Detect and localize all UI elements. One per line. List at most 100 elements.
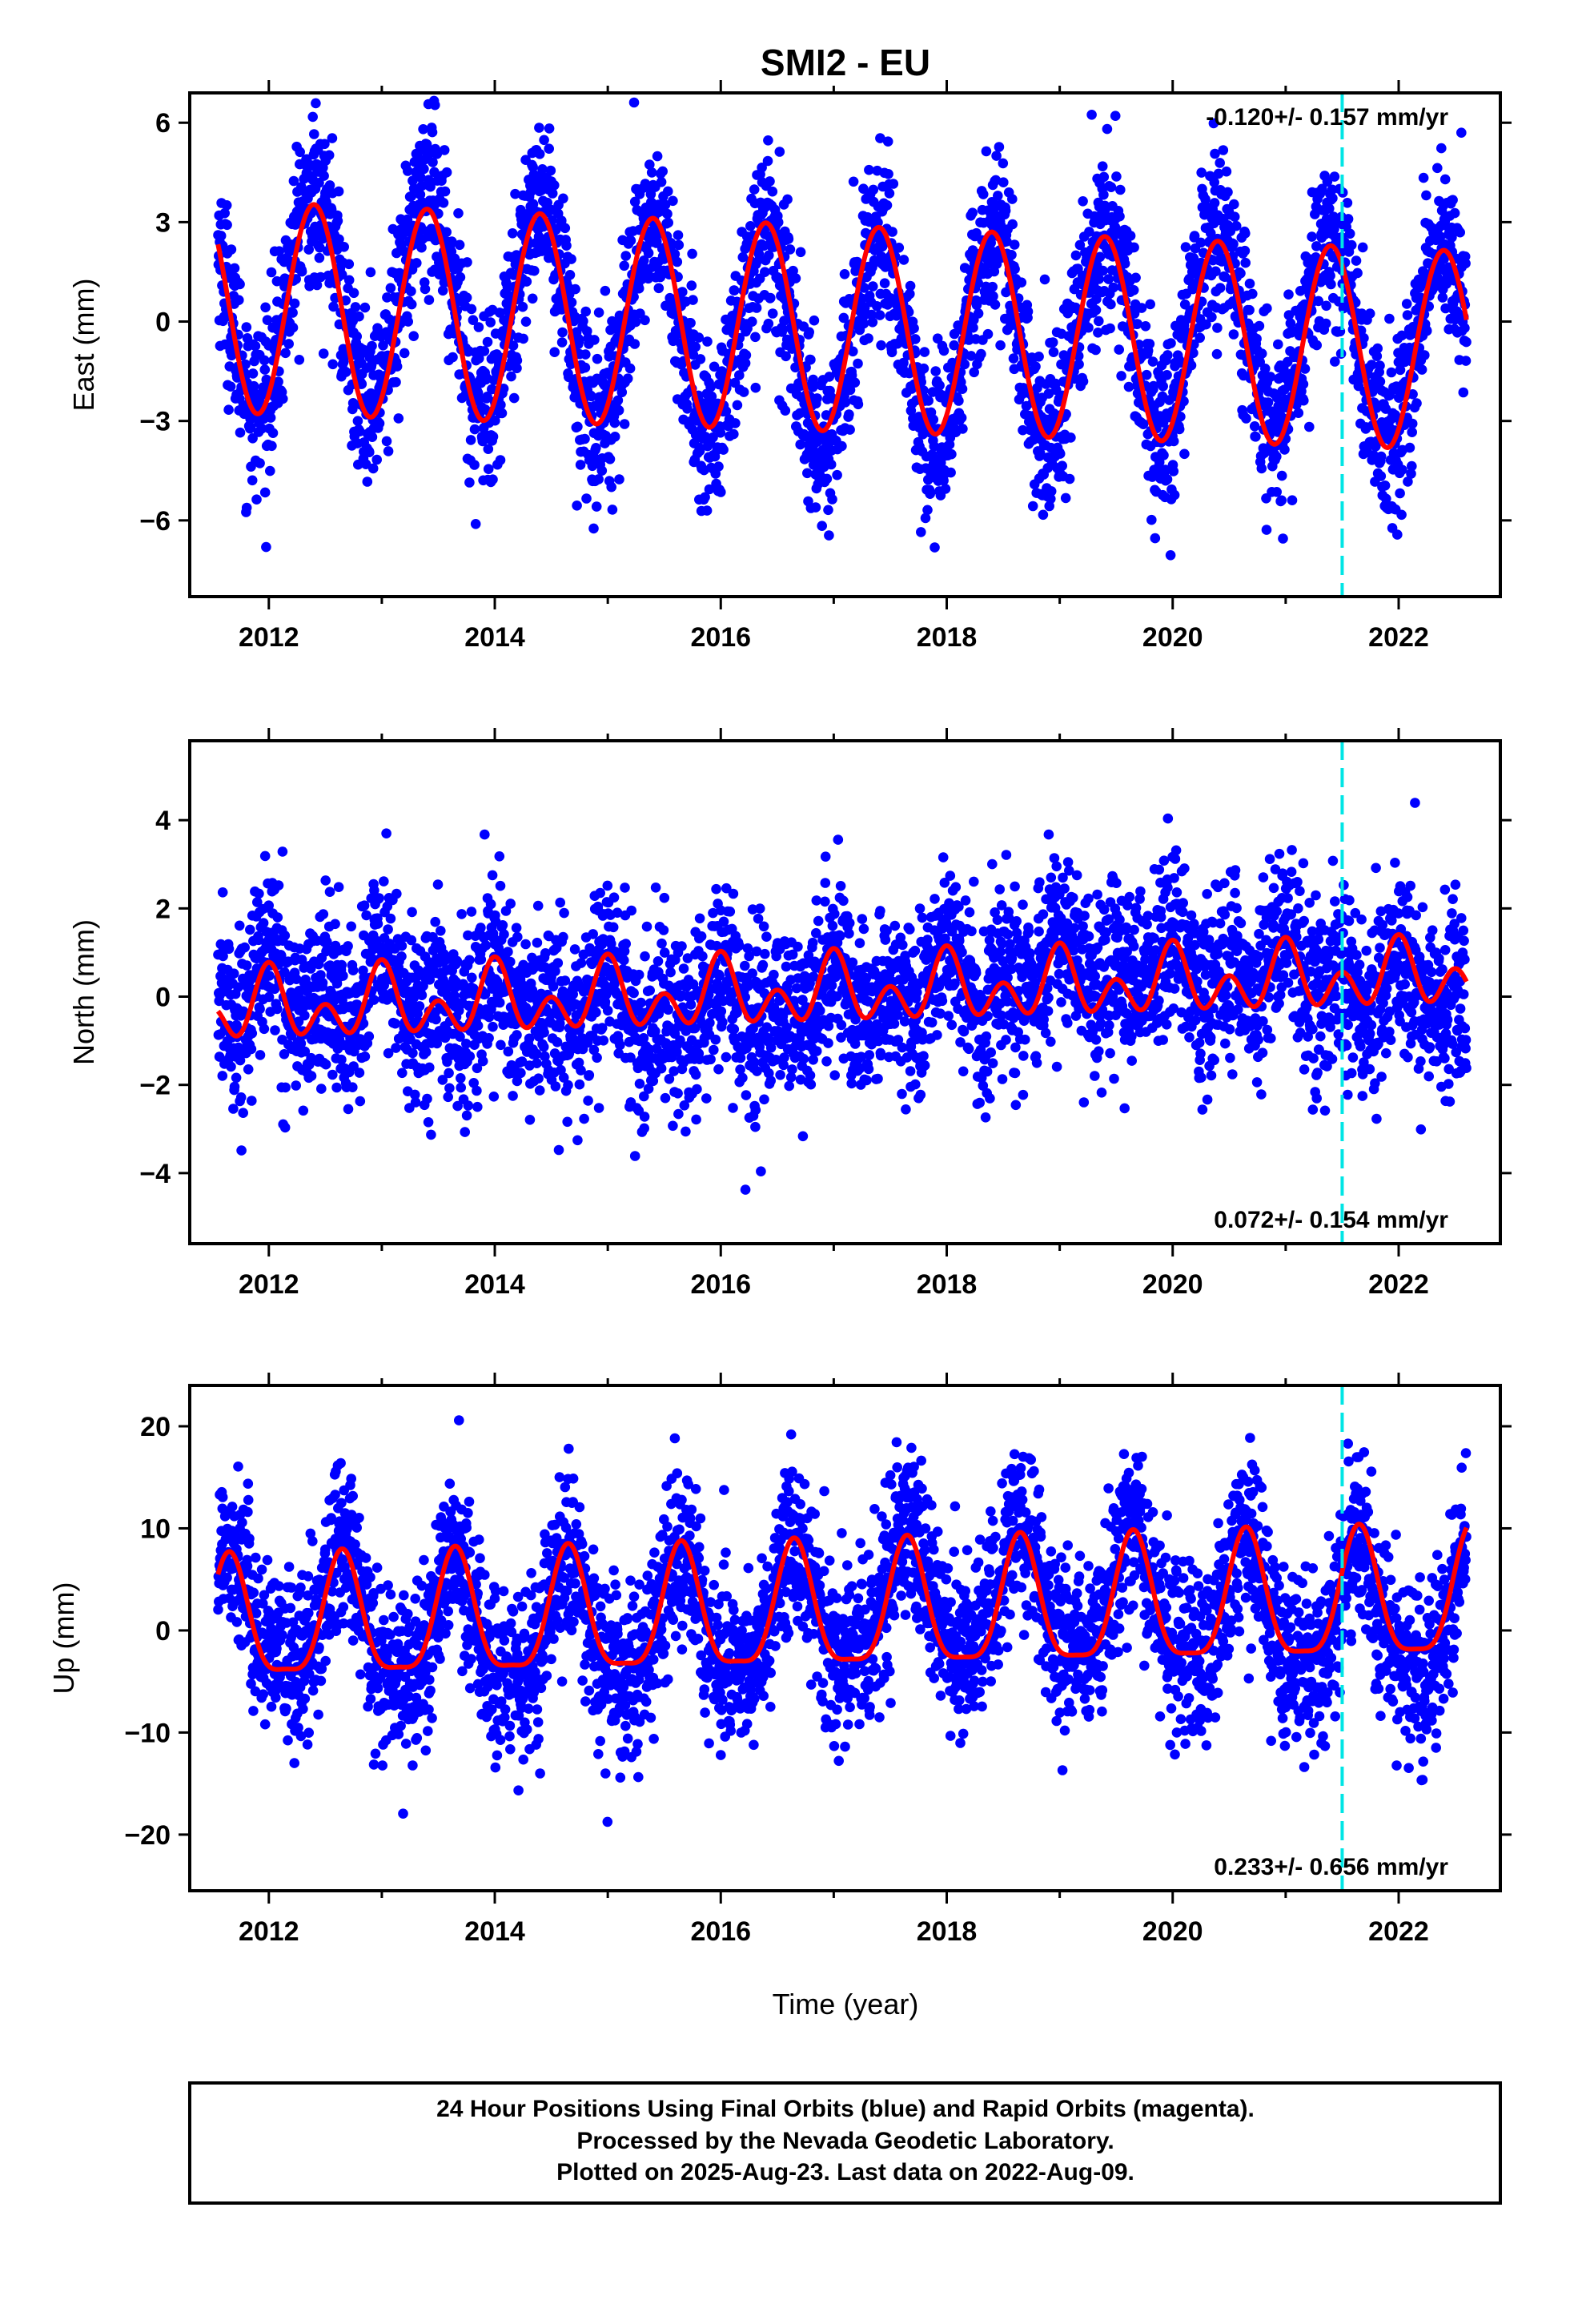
east-x-tick-label: 2014 bbox=[464, 622, 525, 653]
east-scatter-points bbox=[213, 95, 1472, 561]
north-point bbox=[247, 1096, 257, 1106]
east-point bbox=[1016, 277, 1027, 288]
east-point bbox=[1276, 495, 1287, 506]
east-point bbox=[864, 164, 874, 175]
east-point bbox=[508, 392, 520, 404]
east-point bbox=[1162, 350, 1173, 360]
east-point bbox=[1287, 495, 1298, 505]
east-point bbox=[978, 189, 989, 199]
east-point bbox=[729, 285, 740, 296]
east-point bbox=[764, 250, 774, 261]
east-point bbox=[580, 362, 591, 373]
east-point bbox=[1110, 111, 1121, 121]
north-point bbox=[255, 1003, 265, 1015]
east-point bbox=[464, 477, 475, 488]
east-point bbox=[1008, 353, 1019, 364]
east-point bbox=[868, 281, 878, 292]
east-point bbox=[918, 363, 930, 374]
north-point bbox=[245, 924, 255, 935]
east-point bbox=[848, 346, 858, 357]
north-point bbox=[494, 997, 505, 1008]
east-point bbox=[853, 358, 863, 369]
east-point bbox=[810, 502, 821, 513]
east-point bbox=[1240, 228, 1251, 239]
east-point bbox=[537, 164, 548, 175]
east-point bbox=[215, 231, 227, 241]
east-point bbox=[1106, 299, 1116, 310]
east-point bbox=[498, 384, 509, 394]
east-point bbox=[1228, 239, 1239, 250]
east-point bbox=[1215, 158, 1225, 168]
east-point bbox=[1404, 442, 1415, 453]
east-point bbox=[466, 304, 477, 315]
east-point bbox=[438, 198, 449, 208]
east-point bbox=[412, 258, 422, 268]
east-point bbox=[572, 501, 582, 511]
east-point bbox=[1402, 310, 1413, 320]
east-point bbox=[785, 244, 796, 255]
east-y-tick-label: 6 bbox=[155, 108, 171, 139]
east-point bbox=[289, 298, 300, 309]
east-point bbox=[1221, 166, 1232, 177]
east-point bbox=[1090, 344, 1101, 356]
east-point bbox=[468, 315, 479, 326]
east-point bbox=[949, 328, 960, 340]
east-point bbox=[1458, 387, 1469, 398]
east-point bbox=[250, 340, 261, 352]
north-point bbox=[306, 1071, 317, 1081]
east-point bbox=[1098, 265, 1108, 276]
east-point bbox=[274, 246, 285, 257]
east-point bbox=[925, 489, 935, 499]
east-point bbox=[461, 292, 472, 304]
east-point bbox=[580, 349, 591, 360]
east-point bbox=[1432, 163, 1443, 174]
north-point bbox=[391, 1043, 401, 1053]
north-point bbox=[516, 1068, 526, 1079]
east-point bbox=[986, 238, 996, 248]
east-point bbox=[1218, 145, 1229, 155]
east-point bbox=[767, 308, 778, 319]
east-point bbox=[765, 292, 776, 304]
north-point bbox=[410, 1097, 421, 1108]
north-point bbox=[241, 960, 252, 971]
east-point bbox=[425, 181, 436, 192]
east-point bbox=[887, 227, 897, 237]
east-point bbox=[354, 311, 364, 322]
east-point bbox=[287, 322, 299, 333]
east-point bbox=[934, 380, 945, 391]
east-point bbox=[858, 318, 869, 329]
north-point bbox=[363, 1031, 375, 1042]
east-point bbox=[408, 331, 419, 342]
east-point bbox=[315, 271, 326, 283]
east-point bbox=[287, 308, 298, 318]
east-point bbox=[1299, 395, 1309, 406]
east-point bbox=[802, 468, 813, 479]
east-point bbox=[1010, 263, 1020, 275]
north-point bbox=[476, 954, 487, 965]
north-point bbox=[379, 876, 389, 887]
east-point bbox=[1384, 313, 1395, 324]
east-point bbox=[421, 139, 432, 150]
east-point bbox=[765, 176, 775, 187]
east-point bbox=[633, 283, 644, 294]
east-point bbox=[441, 167, 452, 178]
east-point bbox=[750, 332, 761, 343]
east-point bbox=[795, 439, 805, 450]
east-point bbox=[1078, 376, 1089, 387]
east-point bbox=[1449, 207, 1460, 219]
east-point bbox=[732, 400, 743, 411]
north-point bbox=[488, 1092, 500, 1102]
east-point bbox=[1129, 242, 1139, 253]
east-point bbox=[455, 271, 466, 283]
east-point bbox=[839, 269, 850, 279]
east-point bbox=[406, 286, 416, 297]
east-point bbox=[863, 333, 873, 344]
east-point bbox=[1407, 460, 1417, 472]
north-point bbox=[466, 907, 477, 917]
east-point bbox=[1195, 332, 1205, 344]
east-point bbox=[1299, 364, 1311, 374]
north-point bbox=[553, 1144, 564, 1156]
north-point bbox=[430, 916, 440, 927]
east-point bbox=[685, 318, 696, 328]
east-point bbox=[1039, 274, 1050, 285]
